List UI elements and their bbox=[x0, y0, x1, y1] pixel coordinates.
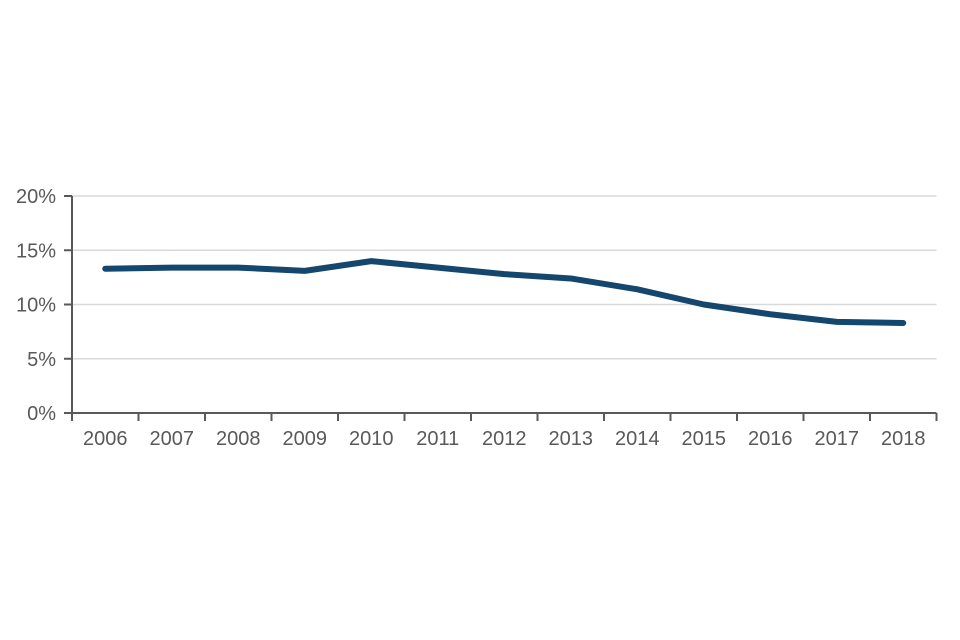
x-axis-tick-label: 2013 bbox=[549, 428, 594, 450]
y-axis-tick-label: 5% bbox=[27, 349, 56, 371]
x-axis-tick-label: 2007 bbox=[150, 428, 195, 450]
x-axis-tick-label: 2016 bbox=[748, 428, 793, 450]
x-axis-tick-label: 2009 bbox=[283, 428, 328, 450]
y-axis-tick-label: 10% bbox=[16, 295, 56, 317]
x-axis-tick-label: 2012 bbox=[482, 428, 527, 450]
x-axis-tick-label: 2018 bbox=[881, 428, 926, 450]
x-axis-tick-label: 2015 bbox=[682, 428, 727, 450]
x-axis-tick-label: 2006 bbox=[83, 428, 128, 450]
x-axis-tick-label: 2011 bbox=[416, 428, 459, 450]
y-axis-tick-label: 20% bbox=[16, 186, 56, 208]
x-axis-tick-label: 2014 bbox=[615, 428, 660, 450]
y-axis-tick-label: 15% bbox=[16, 240, 56, 262]
data-line-percentage-rate bbox=[102, 258, 907, 326]
y-axis-tick-label: 0% bbox=[27, 403, 56, 425]
x-axis-tick-label: 2017 bbox=[815, 428, 860, 450]
x-axis-tick-label: 2010 bbox=[349, 428, 394, 450]
x-axis-tick-label: 2008 bbox=[216, 428, 261, 450]
